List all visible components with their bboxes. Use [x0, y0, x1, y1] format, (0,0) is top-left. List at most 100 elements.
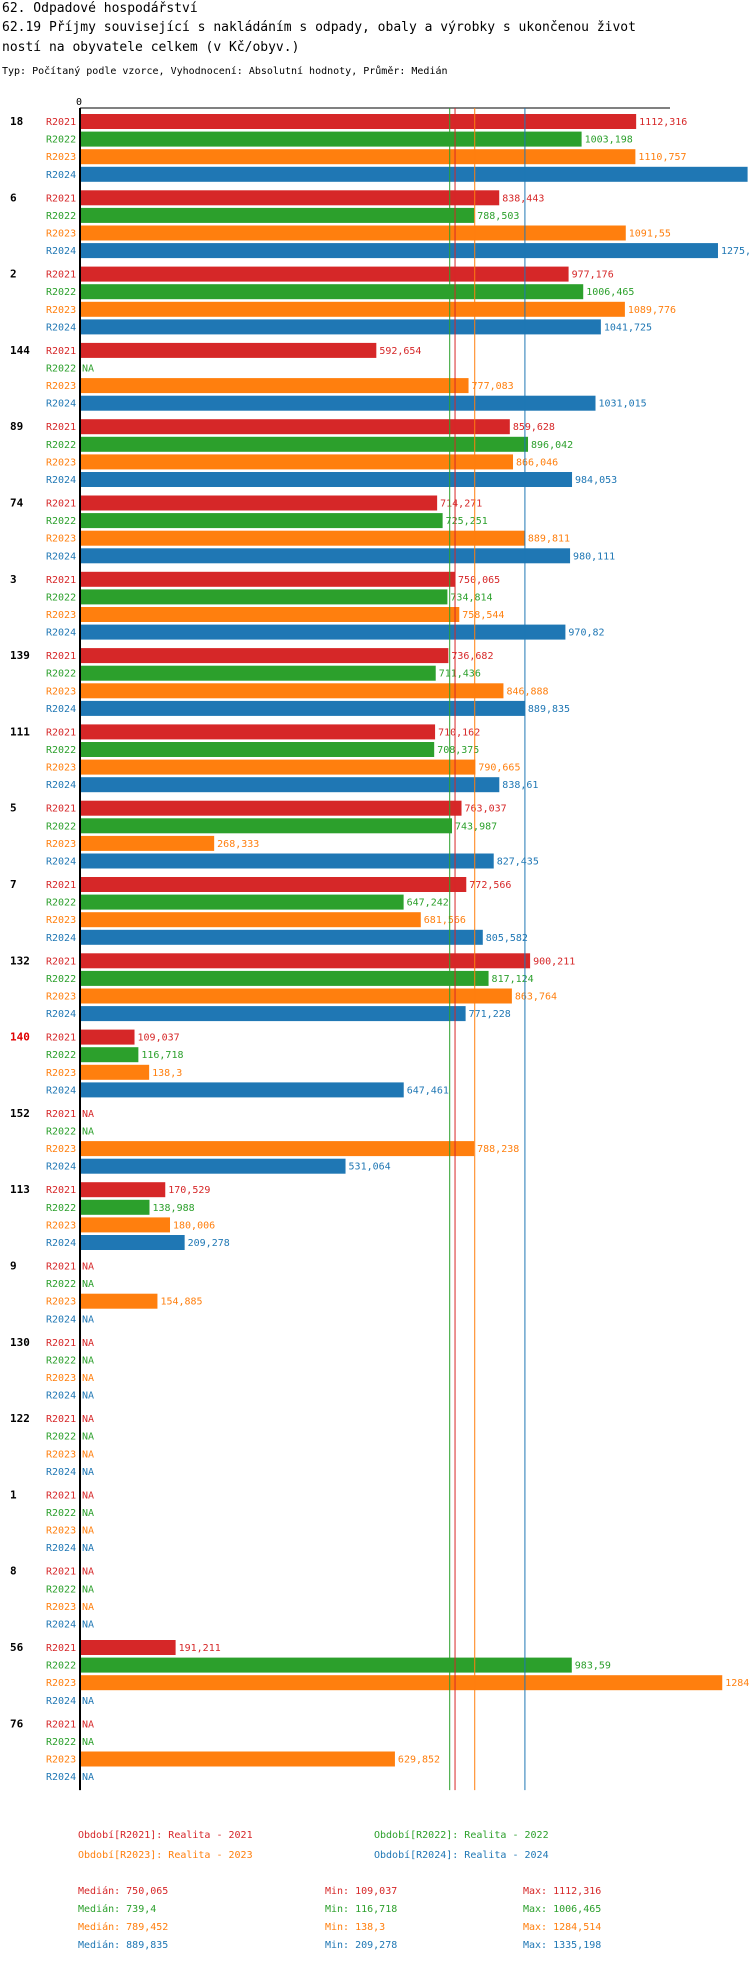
- section-title: 62. Odpadové hospodářství: [2, 1, 198, 16]
- value-label: 863,764: [515, 992, 557, 1003]
- group-label-74: 74: [10, 497, 24, 510]
- series-label-r2024: R2024: [46, 1391, 76, 1402]
- series-label-r2022: R2022: [46, 1050, 76, 1061]
- value-label: 817,124: [492, 974, 534, 985]
- bar-74-r2022: [80, 513, 443, 529]
- chart-title-line-1: 62.19 Příjmy související s nakládáním s …: [2, 20, 636, 35]
- series-label-r2024: R2024: [46, 551, 76, 562]
- value-label: 788,238: [477, 1144, 519, 1155]
- na-label: NA: [82, 1279, 94, 1290]
- series-label-r2023: R2023: [46, 305, 76, 316]
- series-label-r2024: R2024: [46, 780, 76, 791]
- na-label: NA: [82, 1414, 94, 1425]
- value-label: 1041,725: [604, 322, 652, 333]
- series-label-r2022: R2022: [46, 1432, 76, 1443]
- group-label-2: 2: [10, 268, 17, 281]
- series-label-r2023: R2023: [46, 1526, 76, 1537]
- bar-18-r2023: [80, 149, 636, 165]
- group-label-76: 76: [10, 1717, 24, 1730]
- value-label: 725,251: [446, 516, 488, 527]
- na-label: NA: [82, 1719, 94, 1730]
- series-label-r2022: R2022: [46, 135, 76, 146]
- value-label: 1031,015: [599, 399, 647, 410]
- series-label-r2022: R2022: [46, 440, 76, 451]
- series-label-r2023: R2023: [46, 152, 76, 163]
- value-label: 714,271: [440, 499, 482, 510]
- legend-period-r2021: Období[R2021]: Realita - 2021: [78, 1830, 253, 1841]
- value-label: 866,046: [516, 457, 558, 468]
- value-label: 805,582: [486, 933, 528, 944]
- value-label: 170,529: [168, 1185, 210, 1196]
- na-label: NA: [82, 1772, 94, 1783]
- bar-3-r2021: [80, 571, 456, 587]
- value-label: 777,083: [472, 381, 514, 392]
- group-label-9: 9: [10, 1260, 17, 1273]
- series-label-r2024: R2024: [46, 1009, 76, 1020]
- value-label: 772,566: [469, 880, 511, 891]
- value-label: 750,065: [458, 575, 500, 586]
- bar-89-r2023: [80, 454, 514, 470]
- value-label: 889,811: [528, 534, 570, 545]
- legend-period-r2022: Období[R2022]: Realita - 2022: [374, 1830, 549, 1841]
- bar-113-r2021: [80, 1182, 166, 1198]
- series-label-r2021: R2021: [46, 651, 76, 662]
- group-label-130: 130: [10, 1336, 30, 1349]
- bar-2-r2021: [80, 266, 569, 282]
- bar-113-r2022: [80, 1199, 150, 1215]
- series-label-r2022: R2022: [46, 1508, 76, 1519]
- value-label: 889,835: [528, 704, 570, 715]
- series-label-r2024: R2024: [46, 475, 76, 486]
- group-label-139: 139: [10, 649, 30, 662]
- bar-140-r2023: [80, 1064, 150, 1080]
- bar-6-r2024: [80, 243, 718, 259]
- chart-subtitle: Typ: Počítaný podle vzorce, Vyhodnocení:…: [2, 66, 448, 77]
- series-label-r2024: R2024: [46, 1314, 76, 1325]
- bar-2-r2022: [80, 284, 584, 300]
- bar-89-r2021: [80, 419, 510, 435]
- na-label: NA: [82, 1432, 94, 1443]
- group-label-89: 89: [10, 420, 23, 433]
- bar-6-r2023: [80, 225, 626, 241]
- series-label-r2024: R2024: [46, 1543, 76, 1554]
- na-label: NA: [82, 1109, 94, 1120]
- stat-min-r2023: Min: 138,3: [325, 1922, 386, 1933]
- series-label-r2021: R2021: [46, 270, 76, 281]
- bar-5-r2023: [80, 835, 215, 851]
- series-label-r2023: R2023: [46, 1373, 76, 1384]
- stat-min-r2022: Min: 116,718: [325, 1904, 398, 1915]
- group-label-18: 18: [10, 115, 23, 128]
- na-label: NA: [82, 1508, 94, 1519]
- value-label: 138,988: [152, 1203, 194, 1214]
- na-label: NA: [82, 1567, 94, 1578]
- bar-56-r2022: [80, 1657, 572, 1673]
- stat-median-r2023: Medián: 789,452: [78, 1922, 169, 1933]
- bar-2-r2024: [80, 319, 601, 335]
- na-label: NA: [82, 1338, 94, 1349]
- series-label-r2021: R2021: [46, 1567, 76, 1578]
- series-label-r2023: R2023: [46, 457, 76, 468]
- value-label: 838,443: [502, 193, 544, 204]
- series-label-r2024: R2024: [46, 1772, 76, 1783]
- bar-144-r2024: [80, 395, 596, 411]
- series-label-r2022: R2022: [46, 592, 76, 603]
- series-label-r2023: R2023: [46, 1602, 76, 1613]
- group-label-7: 7: [10, 878, 17, 891]
- series-label-r2024: R2024: [46, 1620, 76, 1631]
- bar-74-r2023: [80, 530, 525, 546]
- bar-2-r2023: [80, 301, 625, 317]
- bar-144-r2021: [80, 342, 377, 358]
- bar-6-r2021: [80, 190, 500, 206]
- stat-max-r2024: Max: 1335,198: [523, 1940, 602, 1951]
- series-label-r2024: R2024: [46, 322, 76, 333]
- bar-6-r2022: [80, 207, 475, 223]
- stat-median-r2024: Medián: 889,835: [78, 1940, 169, 1951]
- value-label: 846,888: [506, 686, 548, 697]
- series-label-r2023: R2023: [46, 839, 76, 850]
- stat-min-r2021: Min: 109,037: [325, 1886, 398, 1897]
- series-label-r2022: R2022: [46, 211, 76, 222]
- bar-132-r2023: [80, 988, 512, 1004]
- value-label: 647,461: [407, 1085, 449, 1096]
- value-label: 268,333: [217, 839, 259, 850]
- series-label-r2024: R2024: [46, 170, 76, 181]
